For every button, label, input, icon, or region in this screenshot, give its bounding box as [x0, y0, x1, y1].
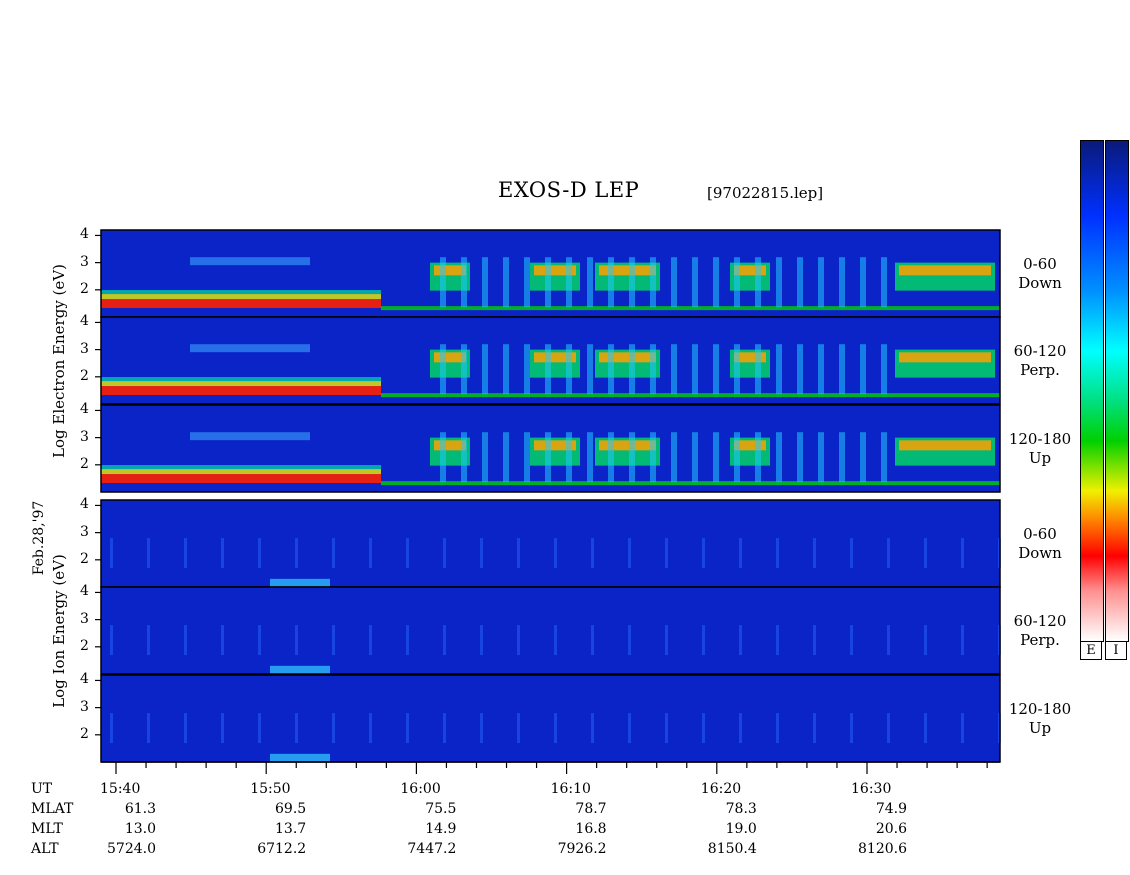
panel-ion-5 [100, 674, 1001, 763]
pitch-range: 0-60 [1023, 525, 1057, 543]
y-tick-label: 3 [80, 428, 89, 445]
electron-colorbar [1080, 140, 1104, 642]
ephemeris-mlat-value: 78.3 [725, 801, 757, 817]
y-tick-label: 4 [80, 496, 89, 513]
panel-pitch-label: 60-120 Perp. [1005, 342, 1075, 380]
pitch-range: 120-180 [1008, 700, 1072, 718]
panel-electron-2 [100, 404, 1001, 493]
panel-ion-3 [100, 499, 1001, 588]
ion-colorbar [1105, 140, 1129, 642]
chart-title: EXOS-D LEP [498, 178, 640, 202]
ephemeris-mlt-value: 13.7 [275, 821, 307, 837]
pitch-direction: Perp. [1020, 361, 1060, 379]
y-tick-label: 4 [80, 671, 89, 688]
panel-ion-4 [100, 586, 1001, 675]
ephemeris-mlat-value: 75.5 [425, 801, 457, 817]
pitch-direction: Down [1018, 274, 1062, 292]
y-tick-label: 3 [80, 523, 89, 540]
row-label-mlt: MLT [31, 821, 63, 837]
pitch-direction: Up [1028, 719, 1052, 737]
pitch-range: 0-60 [1023, 255, 1057, 273]
ion-axis-label: Log Ion Energy (eV) [50, 554, 68, 708]
y-tick-label: 2 [80, 725, 89, 742]
ephemeris-ut-value: 16:20 [700, 781, 742, 797]
y-tick-label: 4 [80, 583, 89, 600]
y-tick-label: 3 [80, 610, 89, 627]
pitch-direction: Up [1028, 449, 1052, 467]
electron-axis-label: Log Electron Energy (eV) [50, 264, 68, 458]
y-tick-label: 2 [80, 367, 89, 384]
ephemeris-ut-value: 16:00 [400, 781, 441, 797]
y-tick-label: 3 [80, 340, 89, 357]
colorbar-label-e: E [1080, 641, 1102, 660]
row-label-mlat: MLAT [31, 801, 74, 817]
panel-pitch-label: 120-180 Up [1005, 700, 1075, 738]
ephemeris-ut-value: 16:30 [851, 781, 892, 797]
ephemeris-mlt-value: 13.0 [124, 821, 156, 837]
ephemeris-alt-value: 8150.4 [707, 841, 757, 857]
panel-pitch-label: 120-180 Up [1005, 430, 1075, 468]
row-label-alt: ALT [31, 841, 59, 857]
ephemeris-mlat-value: 78.7 [575, 801, 607, 817]
colorbar-label-i: I [1105, 641, 1127, 660]
pitch-direction: Down [1018, 544, 1062, 562]
y-tick-label: 2 [80, 455, 89, 472]
ephemeris-ut-value: 15:40 [100, 781, 141, 797]
y-tick-label: 3 [80, 253, 89, 270]
panel-pitch-label: 0-60 Down [1005, 525, 1075, 563]
pitch-range: 60-120 [1013, 612, 1067, 630]
ephemeris-alt-value: 7926.2 [557, 841, 607, 857]
panel-electron-0 [100, 229, 1001, 318]
panel-electron-1 [100, 316, 1001, 405]
y-tick-label: 2 [80, 637, 89, 654]
ephemeris-mlt-value: 14.9 [425, 821, 457, 837]
y-tick-label: 3 [80, 698, 89, 715]
ephemeris-mlat-value: 69.5 [275, 801, 307, 817]
ephemeris-ut-value: 16:10 [550, 781, 591, 797]
ephemeris-mlt-value: 16.8 [575, 821, 607, 837]
row-label-ut: UT [31, 781, 53, 797]
y-tick-label: 4 [80, 401, 89, 418]
ephemeris-alt-value: 6712.2 [257, 841, 307, 857]
file-label: [97022815.lep] [707, 184, 824, 202]
pitch-range: 60-120 [1013, 342, 1067, 360]
y-tick-label: 4 [80, 226, 89, 243]
y-tick-label: 2 [80, 280, 89, 297]
y-tick-label: 2 [80, 550, 89, 567]
ephemeris-alt-value: 7447.2 [407, 841, 457, 857]
ephemeris-alt-value: 8120.6 [858, 841, 907, 857]
ephemeris-mlat-value: 74.9 [875, 801, 907, 817]
ephemeris-mlat-value: 61.3 [124, 801, 156, 817]
panel-pitch-label: 60-120 Perp. [1005, 612, 1075, 650]
ephemeris-mlt-value: 20.6 [875, 821, 907, 837]
pitch-direction: Perp. [1020, 631, 1060, 649]
pitch-range: 120-180 [1008, 430, 1072, 448]
ephemeris-mlt-value: 19.0 [725, 821, 757, 837]
panel-pitch-label: 0-60 Down [1005, 255, 1075, 293]
y-tick-label: 4 [80, 313, 89, 330]
ephemeris-alt-value: 5724.0 [107, 841, 156, 857]
ephemeris-ut-value: 15:50 [250, 781, 291, 797]
date-label: Feb.28,'97 [31, 500, 47, 576]
